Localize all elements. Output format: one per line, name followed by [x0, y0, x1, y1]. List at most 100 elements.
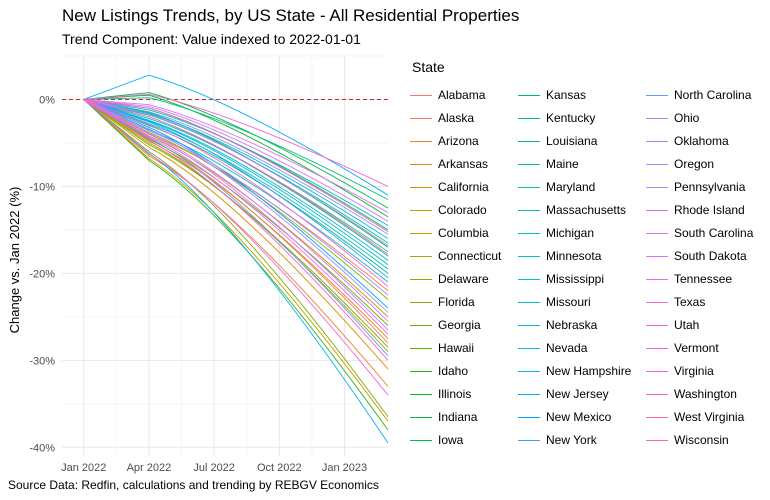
legend-item: Minnesota	[518, 245, 601, 267]
legend-label: New Jersey	[546, 387, 609, 401]
legend-item: Columbia	[410, 222, 489, 244]
legend-label: Maryland	[546, 180, 596, 194]
legend-item: Maryland	[518, 176, 595, 198]
legend-item: South Carolina	[646, 222, 753, 244]
legend-key-swatch	[518, 416, 540, 418]
legend-item: Nebraska	[518, 314, 597, 336]
series-line-new-hampshire	[83, 74, 389, 196]
series-line-new-jersey	[83, 99, 389, 261]
legend-item: Alaska	[410, 107, 474, 129]
legend-label: Washington	[674, 387, 737, 401]
legend-item: North Carolina	[646, 84, 751, 106]
legend-label: South Carolina	[674, 226, 754, 240]
series-line-ohio	[83, 99, 389, 235]
legend-item: Nevada	[518, 337, 587, 359]
legend-label: Tennessee	[674, 272, 733, 286]
series-line-california	[83, 99, 389, 370]
legend-key-swatch	[518, 94, 540, 96]
legend-key-swatch	[518, 347, 540, 349]
legend-key-swatch	[518, 186, 540, 188]
series-line-arkansas	[83, 99, 389, 339]
legend-item: Michigan	[518, 222, 594, 244]
legend-item: Arkansas	[410, 153, 488, 175]
legend-item: Oklahoma	[646, 130, 729, 152]
legend-key-swatch	[518, 117, 540, 119]
legend-label: Kansas	[546, 88, 587, 102]
x-tick-label: Jan 2023	[322, 462, 367, 474]
legend-key-swatch	[646, 232, 668, 234]
series-line-nevada	[83, 99, 389, 444]
legend-item: Georgia	[410, 314, 481, 336]
legend-item: Pennsylvania	[646, 176, 745, 198]
legend-label: Georgia	[438, 318, 481, 332]
legend-key-swatch	[518, 232, 540, 234]
series-line-maine	[83, 97, 389, 200]
series-line-west-virginia	[83, 99, 389, 255]
legend-key-swatch	[646, 278, 668, 280]
legend-key-swatch	[410, 278, 432, 280]
legend-item: New York	[518, 429, 597, 451]
legend-key-swatch	[410, 140, 432, 142]
legend-item: Louisiana	[518, 130, 597, 152]
y-tick-label: -10%	[29, 181, 55, 193]
legend-key-swatch	[646, 393, 668, 395]
series-line-georgia	[83, 99, 389, 348]
series-line-tennessee	[83, 99, 389, 322]
legend-label: Alabama	[438, 88, 486, 102]
legend-label: Massachusetts	[546, 203, 627, 217]
legend-key-swatch	[518, 209, 540, 211]
legend-item: Massachusetts	[518, 199, 626, 221]
legend-item: Rhode Island	[646, 199, 745, 221]
series-line-missouri	[83, 99, 389, 270]
legend-key-swatch	[646, 255, 668, 257]
legend-item: Texas	[646, 291, 705, 313]
legend-item: Maine	[518, 153, 579, 175]
legend-label: Delaware	[438, 272, 489, 286]
legend-item: Mississippi	[518, 268, 604, 290]
legend-label: Nevada	[546, 341, 588, 355]
series-line-vermont	[83, 93, 389, 187]
legend-label: Michigan	[546, 226, 595, 240]
legend-key-swatch	[646, 301, 668, 303]
legend-item: Connecticut	[410, 245, 501, 267]
series-line-north-carolina	[83, 99, 389, 357]
legend-label: Virginia	[674, 364, 714, 378]
y-tick-label: -40%	[29, 442, 55, 454]
legend-item: Vermont	[646, 337, 719, 359]
series-line-maryland	[83, 99, 389, 266]
x-tick-label: Oct 2022	[257, 462, 302, 474]
series-line-texas	[83, 99, 389, 335]
series-line-oregon	[83, 99, 389, 313]
legend-key-swatch	[410, 232, 432, 234]
series-line-hawaii	[83, 99, 389, 326]
legend-label: California	[438, 180, 489, 194]
legend-item: Washington	[646, 383, 737, 405]
legend-key-swatch	[410, 393, 432, 395]
legend-item: Colorado	[410, 199, 487, 221]
legend-label: Missouri	[546, 295, 591, 309]
series-lines	[83, 74, 389, 444]
legend-label: West Virginia	[674, 410, 745, 424]
legend-item: Virginia	[646, 360, 714, 382]
legend-item: New Mexico	[518, 406, 611, 428]
legend-key-swatch	[410, 347, 432, 349]
legend-item: Alabama	[410, 84, 485, 106]
chart-subtitle: Trend Component: Value indexed to 2022-0…	[62, 31, 361, 47]
legend-label: Illinois	[438, 387, 472, 401]
legend-item: Illinois	[410, 383, 471, 405]
legend-label: Kentucky	[546, 111, 596, 125]
legend-key-swatch	[518, 163, 540, 165]
legend-label: Alaska	[438, 111, 475, 125]
series-line-iowa	[83, 92, 389, 209]
legend-item: Kentucky	[518, 107, 595, 129]
series-line-oklahoma	[83, 99, 389, 296]
series-line-minnesota	[83, 99, 389, 226]
legend-key-swatch	[410, 439, 432, 441]
legend-key-swatch	[410, 255, 432, 257]
legend-key-swatch	[646, 209, 668, 211]
legend-label: Colorado	[438, 203, 487, 217]
series-line-utah	[83, 99, 389, 396]
legend-label: Hawaii	[438, 341, 475, 355]
legend-item: New Hampshire	[518, 360, 631, 382]
series-line-new-york	[83, 99, 389, 279]
